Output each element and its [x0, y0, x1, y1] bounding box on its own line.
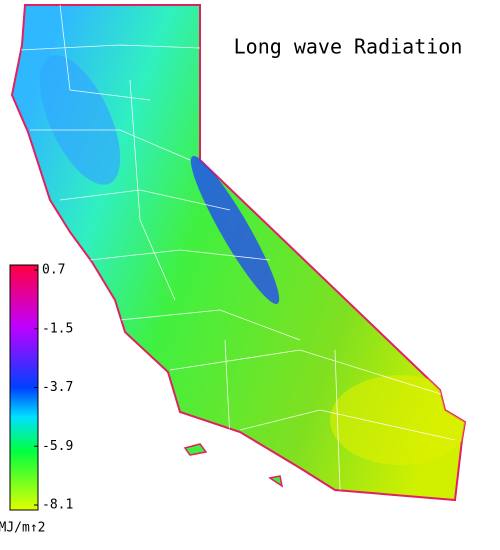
- colorbar-tick-label: -5.9: [42, 439, 73, 454]
- colorbar-tick-label: -1.5: [42, 321, 73, 336]
- colorbar-tick-label: -3.7: [42, 380, 73, 395]
- colorbar-unit: MJ/m↑2: [0, 521, 45, 536]
- colorbar-tick-label: 0.7: [42, 263, 65, 278]
- colorbar-ticks: 0.7 -1.5 -3.7 -5.9 -8.1: [34, 263, 73, 513]
- colorbar: [9, 264, 39, 511]
- map-title: Long wave Radiation: [234, 35, 463, 59]
- colorbar-tick-label: -8.1: [42, 498, 73, 513]
- california-map: [11, 4, 466, 501]
